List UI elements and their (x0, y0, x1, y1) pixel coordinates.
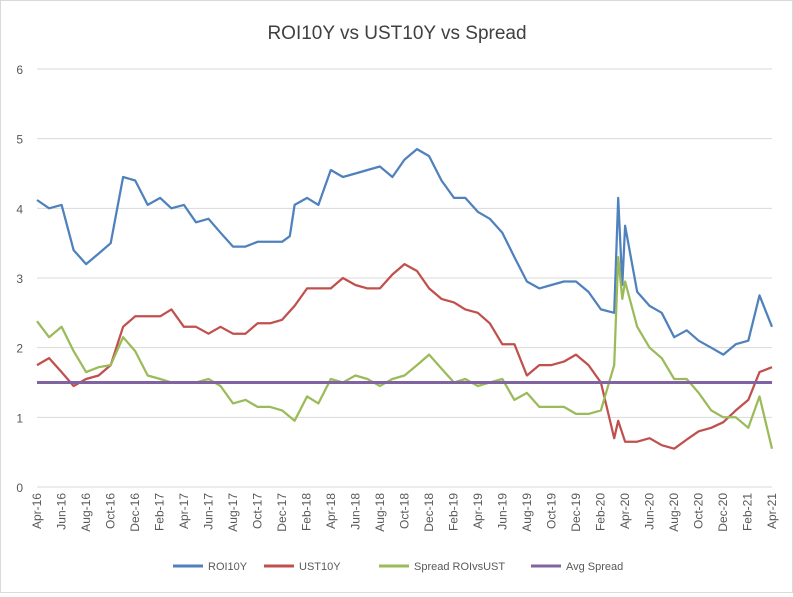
x-tick-label: Dec-19 (569, 493, 583, 532)
x-tick-label: Oct-19 (545, 493, 559, 529)
legend-label: ROI10Y (208, 561, 248, 573)
x-tick-label: Dec-16 (128, 493, 142, 532)
x-tick-label: Jun-19 (496, 493, 510, 530)
y-tick-label: 0 (16, 481, 23, 495)
legend: ROI10Y UST10Y Spread ROIvsUST Avg Spread (173, 561, 623, 573)
x-tick-label: Jun-18 (349, 493, 363, 530)
y-tick-label: 5 (16, 133, 23, 147)
y-tick-label: 3 (16, 272, 23, 286)
y-tick-label: 6 (16, 63, 23, 77)
series-line-ust10y (36, 262, 773, 450)
x-tick-label: Oct-18 (398, 493, 412, 529)
legend-label: Spread ROIvsUST (414, 561, 505, 573)
x-tick-label: Oct-17 (251, 493, 265, 529)
x-tick-label: Dec-20 (716, 493, 730, 532)
x-tick-label: Feb-21 (741, 493, 755, 531)
x-tick-label: Aug-18 (373, 493, 387, 532)
x-tick-label: Feb-19 (447, 493, 461, 531)
x-tick-label: Dec-18 (422, 493, 436, 532)
x-tick-label: Aug-20 (667, 493, 681, 532)
y-tick-label: 4 (16, 202, 23, 216)
x-tick-label: Apr-20 (618, 493, 632, 529)
gridlines (37, 68, 772, 488)
x-tick-label: Apr-19 (471, 493, 485, 529)
series-lines (36, 147, 774, 450)
x-tick-label: Dec-17 (275, 493, 289, 532)
x-tick-label: Oct-20 (692, 493, 706, 529)
x-tick-label: Jun-17 (202, 493, 216, 530)
x-tick-label: Oct-16 (104, 493, 118, 529)
x-tick-label: Apr-18 (324, 493, 338, 529)
y-tick-label: 1 (16, 411, 23, 425)
x-tick-label: Jun-16 (55, 493, 69, 530)
legend-label: UST10Y (299, 561, 341, 573)
x-tick-label: Aug-17 (226, 493, 240, 532)
x-tick-label: Feb-18 (300, 493, 314, 531)
x-tick-label: Apr-21 (765, 493, 779, 529)
series-line-spread-roivsust (36, 255, 774, 449)
legend-label: Avg Spread (566, 561, 623, 573)
x-tick-label: Jun-20 (643, 493, 657, 530)
chart-title: ROI10Y vs UST10Y vs Spread (267, 23, 526, 44)
x-tick-label: Feb-17 (153, 493, 167, 531)
x-tick-label: Aug-19 (520, 493, 534, 532)
x-tick-label: Feb-20 (594, 493, 608, 531)
x-tick-label: Apr-17 (177, 493, 191, 529)
y-axis: 0 1 2 3 4 5 6 (16, 63, 23, 495)
series-line-roi10y (36, 147, 774, 356)
x-axis: Apr-16 Jun-16 Aug-16 Oct-16 Dec-16 Feb-17 Apr-… (30, 493, 779, 532)
x-tick-label: Aug-16 (79, 493, 93, 532)
y-tick-label: 2 (16, 342, 23, 356)
x-tick-label: Apr-16 (30, 493, 44, 529)
